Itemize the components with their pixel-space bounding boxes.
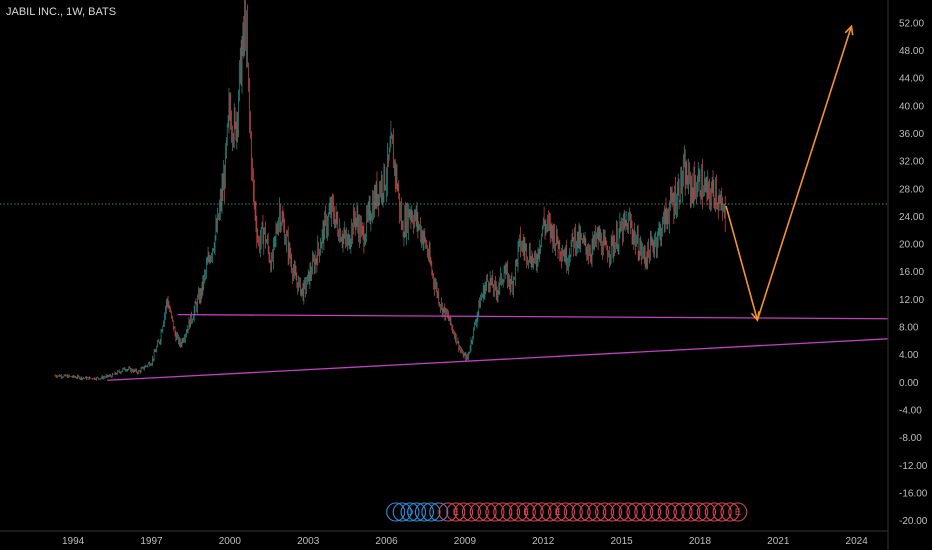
- y-tick-label: 0.00: [899, 378, 919, 389]
- y-tick-label: -12.00: [899, 461, 928, 472]
- earnings-marker-label: E: [735, 507, 741, 517]
- earnings-marker: [485, 502, 505, 522]
- earnings-marker: [728, 502, 748, 522]
- earnings-marker: [720, 502, 740, 522]
- trendlines-layer: [107, 313, 889, 381]
- earnings-marker: [649, 502, 670, 522]
- y-axis-labels: 52.00 48.00 44.00 40.00 36.00 32.00 28.00 24.00…: [899, 18, 928, 527]
- dividend-marker: [400, 502, 420, 522]
- earnings-marker: [712, 502, 732, 522]
- earnings-marker: [532, 502, 552, 522]
- earnings-marker: [524, 502, 544, 522]
- y-tick-label: 32.00: [899, 157, 924, 168]
- y-tick-label: -16.00: [899, 488, 928, 499]
- y-tick-label: 28.00: [899, 184, 924, 195]
- x-tick-label: 2000: [219, 536, 242, 547]
- y-tick-label: 44.00: [899, 74, 924, 85]
- earnings-marker: [501, 502, 521, 522]
- earnings-marker: [665, 502, 685, 522]
- support-line-rising: [107, 338, 889, 381]
- earnings-marker-label: E: [453, 507, 459, 517]
- y-tick-label: -8.00: [899, 433, 922, 444]
- earnings-marker: [626, 502, 646, 522]
- earnings-marker: [493, 502, 513, 522]
- projection-arrow-down: [725, 205, 759, 321]
- y-tick-label: 24.00: [899, 212, 924, 223]
- earnings-marker: [657, 502, 677, 522]
- dividend-marker-label: D: [407, 507, 414, 517]
- earnings-marker: [438, 502, 458, 522]
- x-tick-label: 2021: [767, 536, 790, 547]
- y-tick-label: 40.00: [899, 101, 924, 112]
- earnings-marker: [610, 502, 630, 522]
- earnings-marker: [618, 502, 638, 522]
- earnings-marker: [516, 502, 536, 522]
- earnings-marker: [595, 502, 615, 522]
- y-tick-label: 48.00: [899, 46, 924, 57]
- projection-layer: [725, 24, 854, 322]
- earnings-marker: [634, 502, 654, 522]
- y-tick-label: 8.00: [899, 323, 919, 334]
- earnings-marker: [508, 502, 528, 522]
- x-tick-label: 2012: [532, 536, 555, 547]
- earnings-marker: [642, 502, 662, 522]
- x-tick-label: 2015: [610, 536, 633, 547]
- earnings-marker: [571, 502, 591, 522]
- candles-layer: [54, 0, 726, 381]
- earnings-marker: [540, 502, 560, 522]
- chart-title: JABIL INC., 1W, BATS: [6, 6, 117, 18]
- y-tick-label: 16.00: [899, 267, 924, 278]
- x-axis-labels: 1994 1997 2000 2003 2006 2009 2012 2015 2018 2021…: [62, 536, 868, 547]
- earnings-marker: [461, 502, 481, 522]
- earnings-marker: [696, 502, 717, 522]
- earnings-marker: [555, 502, 575, 522]
- dividend-marker: [421, 502, 441, 522]
- earnings-marker: [469, 502, 489, 522]
- x-tick-label: 1997: [140, 536, 163, 547]
- earnings-marker: [704, 502, 724, 522]
- y-tick-label: 20.00: [899, 240, 924, 251]
- earnings-marker: [548, 502, 568, 522]
- y-tick-label: -4.00: [899, 406, 922, 417]
- dividend-marker: [392, 502, 412, 522]
- x-tick-label: 2006: [375, 536, 398, 547]
- earnings-marker: [579, 502, 599, 522]
- earnings-marker: [587, 502, 607, 522]
- earnings-marker: [602, 502, 623, 522]
- earnings-marker-label: E: [555, 507, 561, 517]
- y-tick-label: 12.00: [899, 295, 924, 306]
- y-tick-label: -20.00: [899, 516, 928, 527]
- earnings-marker: [681, 502, 701, 522]
- earnings-marker: [689, 502, 709, 522]
- dividend-marker: [414, 502, 434, 522]
- earnings-marker: [673, 502, 693, 522]
- y-tick-label: 36.00: [899, 129, 924, 140]
- earnings-marker: [446, 502, 466, 522]
- y-tick-label: 4.00: [899, 350, 919, 361]
- x-tick-label: 1994: [62, 536, 85, 547]
- projection-arrow-up-head: [844, 24, 854, 36]
- x-tick-label: 2024: [846, 536, 869, 547]
- earnings-marker: [563, 502, 583, 522]
- dividend-marker: [407, 502, 427, 522]
- projection-arrow-up: [756, 26, 853, 321]
- y-tick-label: 52.00: [899, 18, 924, 29]
- support-line-horizontal: [177, 313, 889, 320]
- dividend-marker: [386, 502, 406, 522]
- x-tick-label: 2003: [297, 536, 320, 547]
- earnings-marker: [454, 502, 474, 522]
- earnings-marker: [477, 502, 497, 522]
- dividend-marker: [429, 502, 449, 522]
- x-tick-label: 2009: [454, 536, 477, 547]
- x-tick-label: 2018: [689, 536, 712, 547]
- earnings-marker-label: E: [523, 507, 529, 517]
